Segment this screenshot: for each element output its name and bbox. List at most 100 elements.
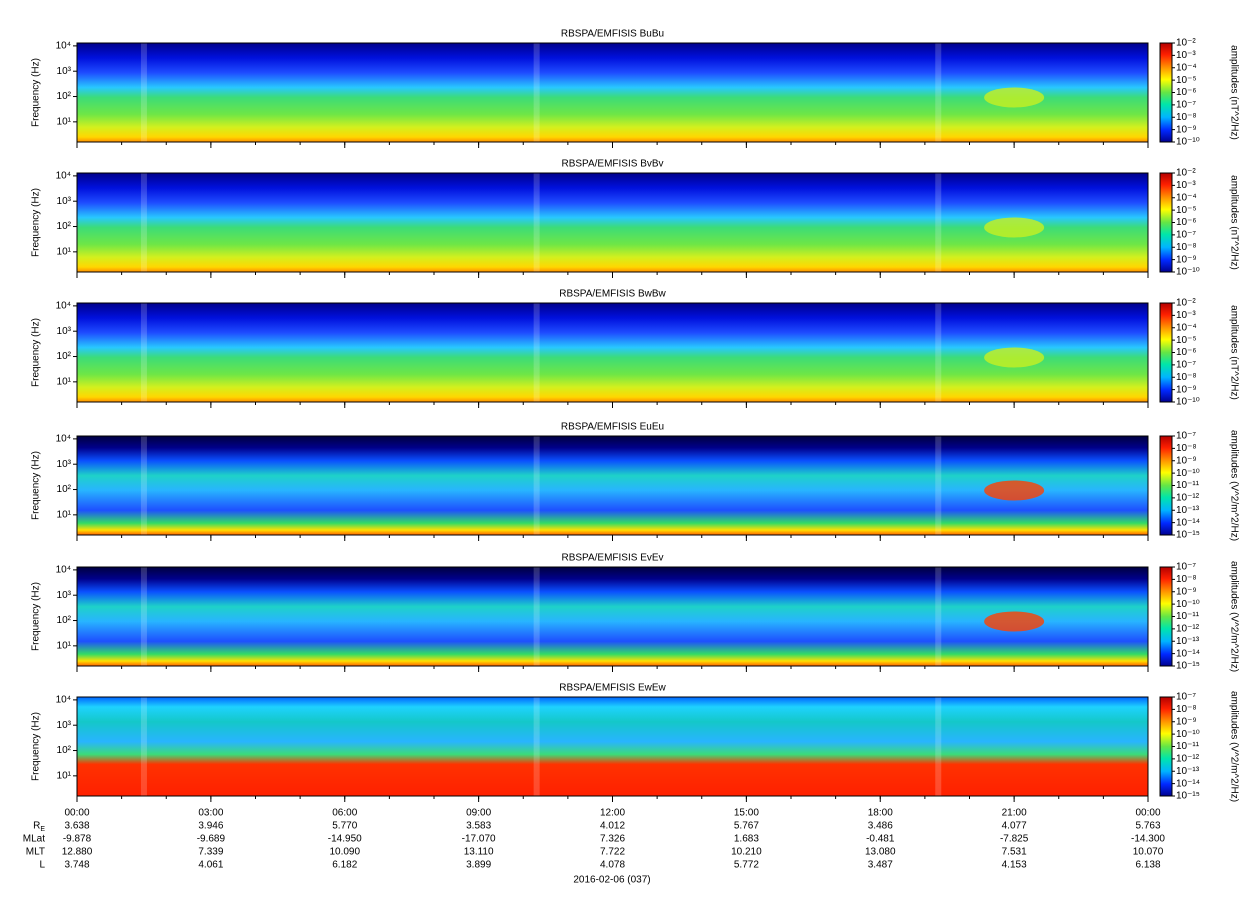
spectral-feature (935, 436, 942, 535)
colorbar (1159, 172, 1173, 273)
y-tick-label: 10² (57, 351, 72, 362)
ephemeris-value: 10.070 (1133, 847, 1164, 858)
y-axis-label: Frequency (Hz) (31, 712, 42, 781)
spectral-feature (935, 173, 942, 272)
colorbar-tick-label: 10⁻⁹ (1176, 586, 1197, 597)
y-tick-label: 10¹ (57, 509, 72, 520)
colorbar-tick-label: 10⁻¹³ (1176, 766, 1200, 777)
colorbar-label: amplitudes (nT^2/Hz) (1228, 45, 1239, 140)
colorbar-tick-label: 10⁻¹² (1176, 754, 1200, 765)
y-tick-label: 10² (57, 484, 72, 495)
spectral-feature (984, 611, 1045, 632)
ephemeris-value: 4.078 (600, 860, 625, 871)
ephemeris-value: 12.880 (62, 847, 93, 858)
colorbar-tick-label: 10⁻⁶ (1176, 87, 1197, 98)
colorbar-tick-label: 10⁻² (1176, 38, 1196, 49)
colorbar-label: amplitudes (V^2/m^2/Hz) (1228, 561, 1239, 672)
y-tick-label: 10³ (57, 459, 72, 470)
ephemeris-value: -9.689 (197, 834, 226, 845)
spectral-feature (533, 697, 540, 796)
ephemeris-label: RE (33, 821, 45, 833)
ephemeris-value: 10.210 (731, 847, 762, 858)
colorbar-tick-label: 10⁻⁷ (1176, 692, 1196, 703)
colorbar-tick-label: 10⁻³ (1176, 50, 1196, 61)
y-tick-label: 10¹ (57, 116, 72, 127)
ephemeris-value: 13.110 (464, 847, 494, 858)
colorbar-tick-label: 10⁻⁵ (1176, 75, 1197, 86)
ephemeris-value: 7.531 (1002, 847, 1027, 858)
colorbar (1159, 696, 1173, 797)
spectral-feature (935, 567, 942, 666)
colorbar-tick-label: 10⁻¹¹ (1176, 611, 1200, 622)
spectral-feature (533, 173, 540, 272)
ephemeris-value: 4.061 (198, 860, 223, 871)
colorbar-tick-label: 10⁻⁷ (1176, 431, 1196, 442)
spectral-feature (140, 436, 147, 535)
spectrogram-image (77, 173, 1148, 272)
spectral-feature (984, 347, 1045, 368)
ephemeris-value: 3.486 (868, 821, 893, 832)
y-tick-label: 10¹ (57, 640, 72, 651)
ephemeris-value: 3.946 (198, 821, 223, 832)
ephemeris-value: 7.339 (198, 847, 223, 858)
ephemeris-label: L (39, 860, 45, 871)
ephemeris-value: 3.899 (466, 860, 491, 871)
panel-title: RBSPA/EMFISIS EuEu (561, 422, 664, 433)
ephemeris-label: MLT (26, 847, 45, 858)
colorbar-tick-label: 10⁻⁸ (1176, 574, 1197, 585)
colorbar-tick-label: 10⁻¹² (1176, 624, 1200, 635)
y-tick-label: 10³ (57, 196, 72, 207)
ephemeris-value: 5.770 (332, 821, 357, 832)
spectrogram-image (77, 436, 1148, 535)
ephemeris-value: -14.300 (1131, 834, 1165, 845)
spectral-feature (533, 436, 540, 535)
spectral-feature (935, 303, 942, 402)
y-tick-label: 10³ (57, 590, 72, 601)
colorbar-tick-label: 10⁻¹⁰ (1176, 397, 1200, 408)
colorbar-label: amplitudes (nT^2/Hz) (1228, 305, 1239, 400)
colorbar-tick-label: 10⁻¹⁴ (1176, 648, 1200, 659)
ephemeris-value: 4.153 (1002, 860, 1027, 871)
colorbar-tick-label: 10⁻¹⁰ (1176, 729, 1200, 740)
colorbar-tick-label: 10⁻¹³ (1176, 505, 1200, 516)
y-tick-label: 10¹ (57, 376, 72, 387)
panel-title: RBSPA/EMFISIS EwEw (559, 683, 666, 694)
ephemeris-value: -17.070 (462, 834, 496, 845)
ephemeris-value: 3.748 (64, 860, 89, 871)
colorbar-tick-label: 10⁻⁵ (1176, 205, 1197, 216)
ephemeris-value: -14.950 (328, 834, 362, 845)
spectrogram-image (77, 697, 1148, 796)
spectral-feature (140, 697, 147, 796)
colorbar-tick-label: 10⁻¹⁵ (1176, 530, 1200, 541)
y-tick-label: 10⁴ (56, 695, 71, 706)
colorbar-tick-label: 10⁻⁶ (1176, 347, 1197, 358)
colorbar (1159, 435, 1173, 536)
x-tick-label: 09:00 (466, 808, 491, 819)
colorbar-tick-label: 10⁻⁸ (1176, 704, 1197, 715)
colorbar-tick-label: 10⁻¹⁰ (1176, 267, 1200, 278)
y-axis-label: Frequency (Hz) (31, 58, 42, 127)
colorbar-tick-label: 10⁻¹¹ (1176, 480, 1200, 491)
colorbar-tick-label: 10⁻¹⁵ (1176, 661, 1200, 672)
y-tick-label: 10¹ (57, 770, 72, 781)
colorbar (1159, 302, 1173, 403)
ephemeris-value: 13.080 (865, 847, 896, 858)
spectral-feature (533, 43, 540, 142)
spectral-feature (140, 303, 147, 402)
y-axis-label: Frequency (Hz) (31, 318, 42, 387)
colorbar-tick-label: 10⁻¹³ (1176, 636, 1200, 647)
colorbar-label: amplitudes (nT^2/Hz) (1228, 175, 1239, 270)
ephemeris-value: -0.481 (866, 834, 895, 845)
ephemeris-value: 7.722 (600, 847, 625, 858)
y-tick-label: 10⁴ (56, 171, 71, 182)
ephemeris-value: 3.583 (466, 821, 491, 832)
x-tick-label: 03:00 (198, 808, 223, 819)
ephemeris-value: -7.825 (1000, 834, 1029, 845)
colorbar-tick-label: 10⁻⁴ (1176, 322, 1197, 333)
colorbar-tick-label: 10⁻⁷ (1176, 100, 1196, 111)
y-tick-label: 10² (57, 91, 72, 102)
panel-title: RBSPA/EMFISIS BwBw (559, 289, 666, 300)
spectrogram-image (77, 567, 1148, 666)
y-tick-label: 10³ (57, 720, 72, 731)
